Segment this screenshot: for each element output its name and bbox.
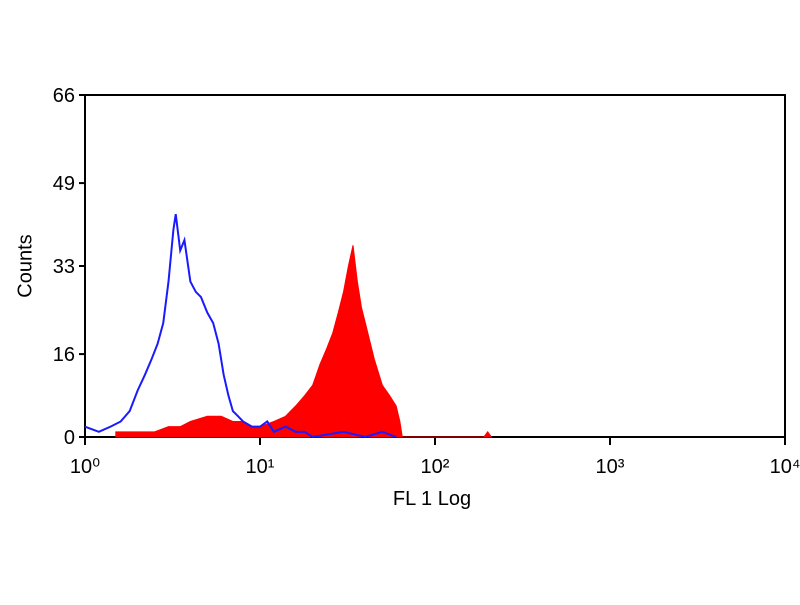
plot-frame (84, 94, 786, 438)
histogram-line (84, 214, 397, 439)
y-tick-label: 16 (53, 344, 75, 366)
y-tick-label: 0 (64, 427, 75, 449)
x-axis-label: FL 1 Log (393, 488, 471, 510)
y-tick-label: 33 (53, 256, 75, 278)
x-tick-label: 10⁴ (770, 456, 800, 478)
histogram-area (115, 245, 493, 438)
y-tick-label: 66 (53, 85, 75, 107)
x-tick-label: 10³ (596, 456, 625, 478)
x-tick-label: 10¹ (246, 456, 275, 478)
y-axis-label: Counts (14, 234, 36, 297)
y-tick-label: 49 (53, 173, 75, 195)
x-tick-label: 10⁰ (70, 456, 100, 478)
x-tick-label: 10² (421, 456, 450, 478)
